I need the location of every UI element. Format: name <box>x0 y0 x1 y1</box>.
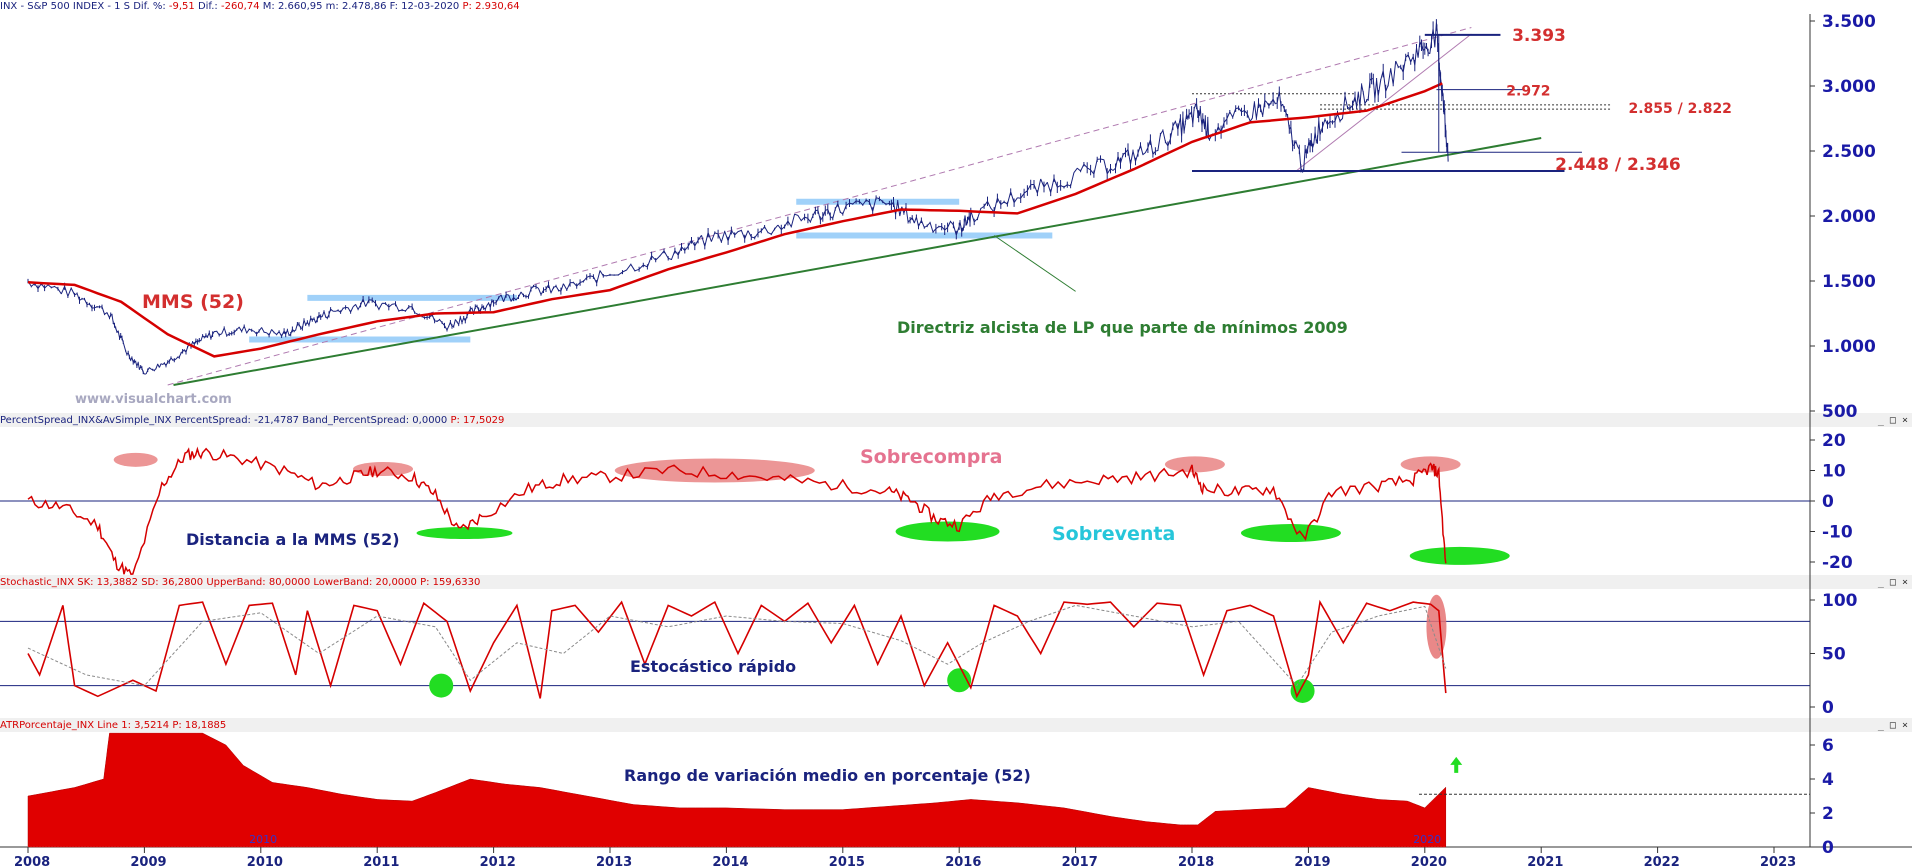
channel-line <box>1296 33 1472 171</box>
x-tick-label: 2009 <box>130 855 166 867</box>
directriz-pointer <box>993 235 1076 292</box>
price-tick-label: 500 <box>1822 402 1858 422</box>
main-header-dif-pct: -9,51 <box>168 1 195 12</box>
stoch-oversold-circle <box>429 673 454 698</box>
stoch-oversold-circle <box>947 668 972 693</box>
main-header-rest: M: 2.660,95 m: 2.478,86 F: 12-03-2020 <box>262 1 460 12</box>
main-header: INX - S&P 500 INDEX - 1 S Dif. %: -9,51 … <box>0 0 520 14</box>
spread-window-controls[interactable]: _ □ × <box>1877 415 1908 426</box>
atr-tick-label: 2 <box>1822 804 1834 824</box>
distancia-label: Distancia a la MMS (52) <box>186 530 400 549</box>
stoch-header-p: P: 159,6330 <box>420 577 481 588</box>
spread-header-label: PercentSpread_INX&AvSimple_INX PercentSp… <box>0 415 448 426</box>
price-tick-label: 3.500 <box>1822 12 1876 32</box>
panel-separator <box>0 575 1912 589</box>
atr-area <box>27 732 1447 848</box>
spread-tick-label: -20 <box>1822 553 1853 573</box>
x-tick-label: 2022 <box>1644 855 1680 867</box>
stoch-tick-label: 100 <box>1822 591 1858 611</box>
main-header-dif-label: Dif.: <box>197 1 218 12</box>
price-tick-label: 2.000 <box>1822 207 1876 227</box>
main-header-label: INX - S&P 500 INDEX - 1 S Dif. %: <box>0 1 166 12</box>
stoch-header-label: Stochastic_INX SK: 13,3882 SD: 36,2800 U… <box>0 577 417 588</box>
percent-spread-line <box>27 446 1447 576</box>
price-tick-label: 3.000 <box>1822 77 1876 97</box>
price-tick-label: 1.500 <box>1822 272 1876 292</box>
level-2972-label: 2.972 <box>1506 84 1550 100</box>
atr-tick-label: 0 <box>1822 838 1834 858</box>
atr-window-controls[interactable]: _ □ × <box>1877 720 1908 731</box>
spread-tick-label: 10 <box>1822 462 1846 482</box>
level-2855-label: 2.855 / 2.822 <box>1629 101 1732 117</box>
main-header-p-label: P: <box>462 1 472 12</box>
watermark: www.visualchart.com <box>75 392 232 407</box>
spread-header-p: P: 17,5029 <box>450 415 505 426</box>
up-arrow-icon <box>1450 756 1463 773</box>
spread-tick-label: 20 <box>1822 431 1846 451</box>
mms-series-line <box>27 82 1443 358</box>
x-tick-label: 2014 <box>712 855 748 867</box>
stoch-sd-line <box>27 604 1447 687</box>
panel-separator <box>0 718 1912 732</box>
directriz-trendline <box>173 137 1542 386</box>
stoch-tick-label: 0 <box>1822 698 1834 718</box>
stoch-tick-label: 50 <box>1822 645 1846 665</box>
x-tick-label: 2019 <box>1294 855 1330 867</box>
atr-tick-label: 6 <box>1822 736 1834 756</box>
panel-separator <box>0 413 1912 427</box>
sobrecompra-label: Sobrecompra <box>860 446 1003 468</box>
spread-tick-label: -10 <box>1822 523 1853 543</box>
atr-header-p: P: 18,1885 <box>172 720 227 731</box>
price-tick-label: 2.500 <box>1822 142 1876 162</box>
overbought-ellipse <box>113 452 158 467</box>
rango-label: Rango de variación medio en porcentaje (… <box>624 766 1031 785</box>
x-tick-label: 2008 <box>14 855 50 867</box>
x-tick-label: 2015 <box>829 855 865 867</box>
estocastico-label: Estocástico rápido <box>630 657 796 676</box>
mms-label: MMS (52) <box>142 291 244 313</box>
atr-year-mark: 2010 <box>249 833 277 846</box>
spread-header: PercentSpread_INX&AvSimple_INX PercentSp… <box>0 414 1912 428</box>
x-tick-label: 2017 <box>1062 855 1098 867</box>
price-tick-label: 1.000 <box>1822 337 1876 357</box>
x-tick-label: 2018 <box>1178 855 1214 867</box>
spread-tick-label: 0 <box>1822 492 1834 512</box>
x-tick-label: 2013 <box>596 855 632 867</box>
stoch-window-controls[interactable]: _ □ × <box>1877 577 1908 588</box>
overbought-ellipse <box>1164 456 1225 473</box>
main-header-p: 2.930,64 <box>475 1 520 12</box>
atr-year-mark: 2020 <box>1413 833 1441 846</box>
oversold-ellipse <box>1240 524 1341 543</box>
level-2448-label: 2.448 / 2.346 <box>1555 155 1681 175</box>
x-tick-label: 2012 <box>480 855 516 867</box>
directriz-label: Directriz alcista de LP que parte de mín… <box>897 318 1348 337</box>
stoch-header: Stochastic_INX SK: 13,3882 SD: 36,2800 U… <box>0 576 1912 590</box>
atr-header-label: ATRPorcentaje_INX Line 1: 3,5214 <box>0 720 170 731</box>
sobreventa-label: Sobreventa <box>1052 523 1175 545</box>
main-header-dif: -260,74 <box>220 1 260 12</box>
oversold-ellipse <box>416 527 513 540</box>
oversold-ellipse <box>895 521 1000 542</box>
price-series-line <box>27 19 1449 375</box>
channel-line <box>167 27 1472 386</box>
overbought-ellipse <box>614 458 815 483</box>
level-high-label: 3.393 <box>1512 26 1566 46</box>
oversold-ellipse <box>1409 546 1510 565</box>
x-tick-label: 2021 <box>1527 855 1563 867</box>
stoch-sk-line <box>27 599 1447 699</box>
x-tick-label: 2016 <box>945 855 981 867</box>
x-tick-label: 2010 <box>247 855 283 867</box>
x-tick-label: 2011 <box>363 855 399 867</box>
atr-tick-label: 4 <box>1822 770 1834 790</box>
x-tick-label: 2020 <box>1411 855 1447 867</box>
x-tick-label: 2023 <box>1760 855 1796 867</box>
atr-header: ATRPorcentaje_INX Line 1: 3,5214 P: 18,1… <box>0 719 1912 733</box>
